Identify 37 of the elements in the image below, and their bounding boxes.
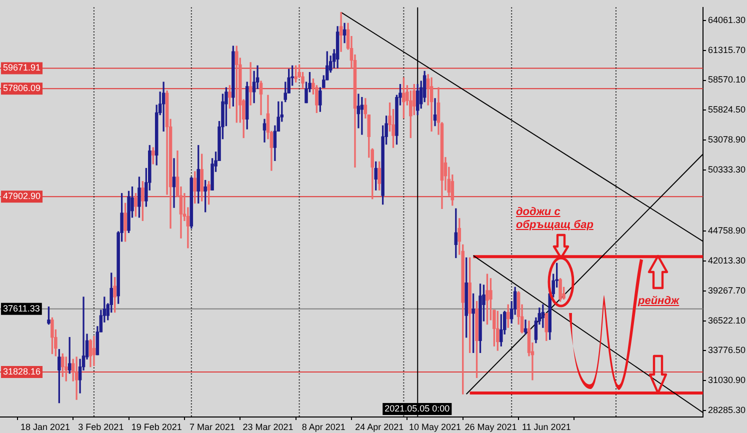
x-tick-label: 3 Feb 2021 [78, 422, 124, 432]
y-tick-label: 55824.50 [708, 104, 746, 115]
candlestick [360, 97, 364, 135]
y-tick-label: 61315.70 [708, 44, 746, 55]
y-tick-label: 64061.30 [708, 14, 746, 25]
y-tick-label: 36522.10 [708, 315, 746, 326]
x-tick-label: 23 Mar 2021 [242, 422, 294, 432]
x-tick-label: 18 Jan 2021 [20, 422, 70, 432]
ref-line-label: 47902.90 [3, 191, 41, 202]
candlestick [433, 98, 437, 126]
x-tick-label: 7 Mar 2021 [190, 422, 236, 432]
y-tick-label: 50333.30 [708, 164, 746, 175]
ref-line-label: 31828.16 [3, 366, 41, 376]
candlestick [162, 82, 166, 132]
x-tick-label: 26 May 2021 [464, 422, 517, 432]
ref-line-label: 37611.33 [3, 303, 40, 314]
y-tick-label: 31030.90 [708, 375, 746, 386]
y-tick-label: 39267.70 [708, 285, 746, 296]
x-tick-label: 10 May 2021 [409, 422, 462, 432]
y-tick-label: 58570.10 [708, 74, 746, 85]
y-tick-label: 33776.50 [708, 345, 746, 356]
candlestick [248, 62, 252, 106]
x-tick-label: 19 Feb 2021 [131, 422, 182, 432]
annotation: доджи с обръщащ бар [516, 206, 594, 232]
x-tick-label: 8 Apr 2021 [302, 422, 346, 432]
y-tick-label: 28285.30 [708, 405, 746, 416]
annotation: рейндж [638, 295, 680, 308]
x-tick-label: 24 Apr 2021 [355, 422, 404, 432]
y-tick-label: 44758.90 [708, 225, 746, 236]
ref-line-label: 59671.91 [3, 62, 41, 73]
y-tick-label: 42013.30 [708, 255, 746, 266]
candlestick [339, 12, 343, 52]
y-tick-label: 53078.90 [708, 134, 746, 145]
candlestick [172, 158, 176, 208]
ref-line-label: 57806.09 [3, 83, 41, 94]
ref-line-label: 2021.05.05 0:00 [384, 403, 450, 414]
x-tick-label: 11 Jun 2021 [522, 422, 571, 432]
